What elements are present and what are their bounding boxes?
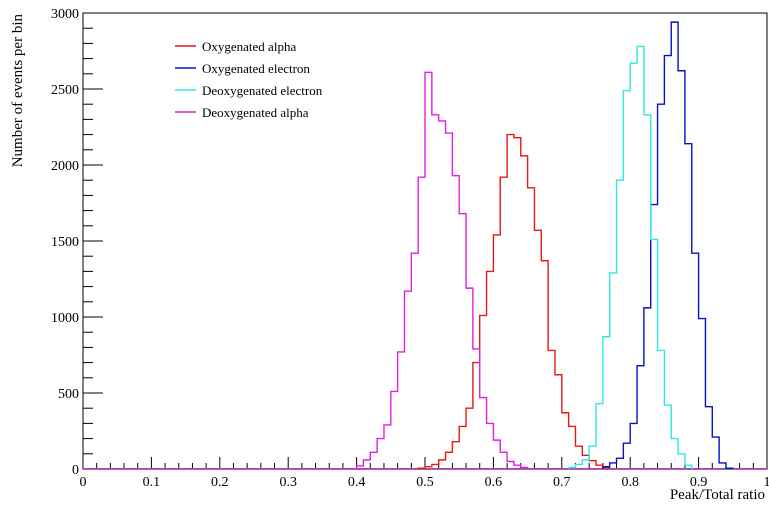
- y-tick-label: 1500: [51, 235, 79, 250]
- y-tick-label: 1000: [51, 311, 79, 326]
- x-axis-title: Peak/Total ratio: [670, 487, 765, 503]
- series-histogram: [567, 45, 693, 469]
- series-histogram: [602, 21, 734, 469]
- x-tick-label: 0.1: [143, 475, 161, 490]
- x-axis: 0 0.1 0.2 0.3 0.4 0.5 0.6 0.7 0.8 0.9 1: [80, 457, 769, 490]
- x-tick-label: 0.6: [485, 475, 503, 490]
- y-tick-label: 0: [72, 463, 79, 478]
- series-histogram: [417, 133, 611, 469]
- x-tick-label: 0.7: [553, 475, 571, 490]
- x-tick-label: 0.5: [416, 475, 434, 490]
- legend-label: Deoxygenated electron: [202, 83, 323, 98]
- x-tick-label: 0.3: [279, 475, 297, 490]
- x-tick-label: 1: [764, 475, 769, 490]
- x-tick-label: 0.2: [211, 475, 229, 490]
- series-histogram: [355, 71, 529, 469]
- y-axis-title: Number of events per bin: [10, 14, 26, 168]
- legend-label: Oxygenated electron: [202, 61, 310, 76]
- y-tick-label: 500: [58, 387, 79, 402]
- legend-label: Deoxygenated alpha: [202, 105, 309, 120]
- y-tick-label: 2500: [51, 83, 79, 98]
- y-tick-label: 2000: [51, 159, 79, 174]
- y-axis: 0 500 1000 1500 2000 2500 3000: [51, 7, 103, 478]
- legend: Oxygenated alpha Oxygenated electron Deoxy…: [175, 39, 323, 120]
- x-tick-label: 0.8: [621, 475, 639, 490]
- x-tick-label: 0.9: [690, 475, 708, 490]
- series-layer: [83, 21, 767, 469]
- x-tick-label: 0: [80, 475, 87, 490]
- legend-label: Oxygenated alpha: [202, 39, 296, 54]
- x-tick-label: 0.4: [348, 475, 366, 490]
- y-tick-label: 3000: [51, 7, 79, 22]
